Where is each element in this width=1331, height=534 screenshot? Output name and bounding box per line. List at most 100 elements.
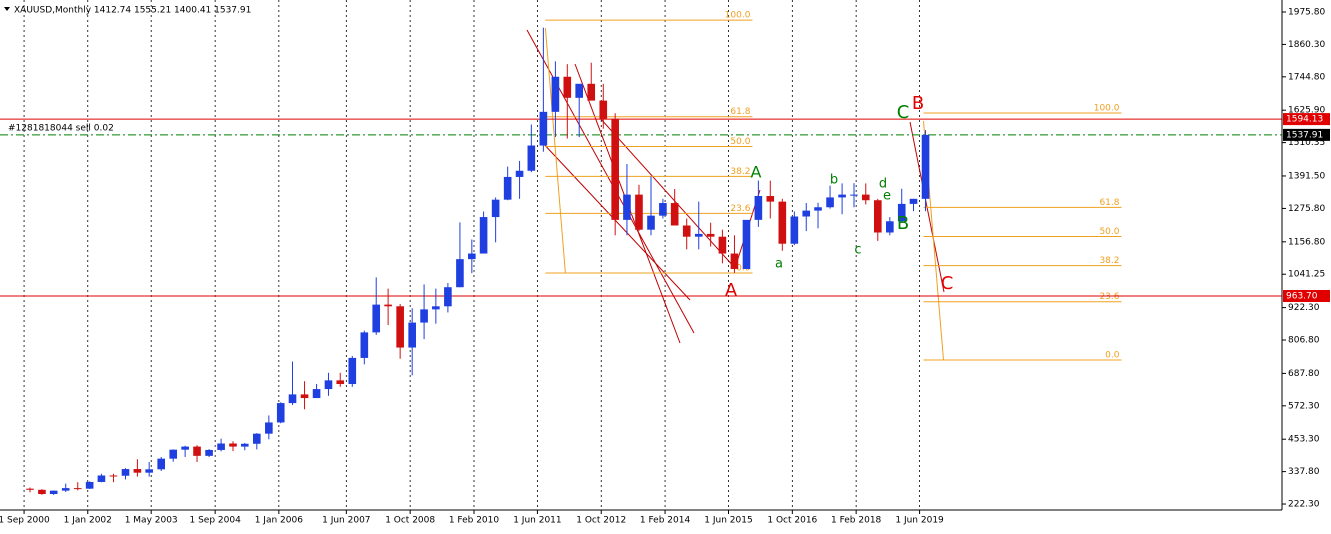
candle-body [766,196,775,202]
wave-label: a [775,257,783,272]
fib-label: 38.2 [1099,256,1119,266]
fib-label: 100.0 [1094,103,1120,113]
candle-body [873,200,882,233]
candle-body [670,203,679,226]
candle-body [49,490,58,495]
candle-body [503,176,512,200]
x-tick-label: 1 Jun 2011 [513,516,561,526]
x-tick-label: 1 Oct 2012 [576,516,626,526]
fib-label: 61.8 [730,107,750,117]
x-tick-label: 1 Sep 2004 [189,516,241,526]
candle-body [420,309,428,323]
x-tick-label: 1 Oct 2008 [385,516,435,526]
price-tag-label: 1594.13 [1286,115,1323,125]
candle-body [838,194,846,198]
candle-body [396,306,404,348]
candle-body [432,306,440,310]
candle-body [26,488,34,490]
wave-label: d [879,177,887,192]
candle-body [145,469,153,473]
candle-body [324,380,333,390]
y-tick-label: 1975.80 [1288,8,1325,18]
candle-body [479,217,488,254]
fib-label: 61.8 [1099,198,1119,208]
y-tick-label: 572.30 [1288,401,1320,411]
candle-body [539,111,548,146]
candle-body [109,475,118,477]
candle-body [694,233,703,237]
candle-body [456,259,464,288]
candle-body [861,194,870,201]
y-tick-label: 337.80 [1288,467,1320,477]
wave-label: A [725,280,738,301]
y-tick-label: 1391.50 [1288,171,1325,181]
candle-body [73,488,82,490]
candles [26,27,930,495]
y-tick-label: 922.30 [1288,303,1320,313]
candle-body [240,443,249,447]
y-tick-label: 1860.30 [1288,40,1325,50]
candle-body [623,194,631,220]
candle-body [265,422,273,434]
x-tick-label: 1 Sep 2000 [0,516,50,526]
trend-line [599,117,736,269]
candle-body [921,134,930,199]
menu-arrow[interactable] [4,7,10,11]
candle-body [635,194,643,230]
candle-body [491,199,500,218]
y-tick-label: 1275.80 [1288,204,1325,214]
order-label: #1281818044 sell 0.02 [8,123,114,133]
candle-body [814,207,822,211]
candle-body [85,481,94,489]
price-tag-label: 1537.91 [1286,130,1323,140]
candle-body [217,443,225,450]
candle-body [229,443,237,447]
candle-body [647,215,655,230]
chart-title: XAUUSD,Monthly 1412.74 1555.21 1400.41 1… [14,6,251,16]
candle-body [886,221,894,233]
candle-body [515,170,524,177]
y-tick-label: 1156.80 [1288,237,1325,247]
price-tag [1283,113,1330,126]
candle-body [169,449,178,459]
candle-body [408,322,416,348]
x-tick-label: 1 Jun 2019 [895,516,944,526]
candle-body [659,203,667,216]
candle-body [706,233,715,237]
x-tick-label: 1 Jan 2002 [64,516,112,526]
y-tick-label: 687.80 [1288,369,1320,379]
candle-body [61,488,70,491]
candle-body [587,83,596,101]
candle-body [718,236,727,254]
candle-body [897,203,906,222]
candle-body [730,253,739,269]
y-tick-label: 453.30 [1288,435,1320,445]
x-tick-label: 1 Jun 2015 [704,516,752,526]
candle-body [372,304,381,333]
candle-body [157,458,166,470]
y-tick-label: 222.30 [1288,500,1320,510]
candle-body [909,198,918,204]
price-tag [1283,128,1330,141]
fib-label: 23.6 [1099,292,1119,302]
fib-label: 100.0 [725,11,751,21]
candle-body [754,196,763,220]
x-tick-label: 1 Jun 2007 [322,516,370,526]
fib-label: 0.0 [1105,350,1120,360]
candle-body [778,201,787,244]
grid [23,0,920,510]
candle-body [97,475,106,482]
y-tick-label: 1041.25 [1288,270,1325,280]
candle-body [826,197,834,208]
x-tick-label: 1 Feb 2010 [449,516,500,526]
candle-body [288,394,297,404]
fib-label: 23.6 [730,204,750,214]
candle-body [611,118,619,220]
candle-body [790,216,799,244]
wave-label: B [897,213,909,234]
fib-label: 38.2 [730,167,750,177]
wave-label: b [830,173,838,188]
candle-body [133,469,142,473]
candle-body [121,469,130,476]
